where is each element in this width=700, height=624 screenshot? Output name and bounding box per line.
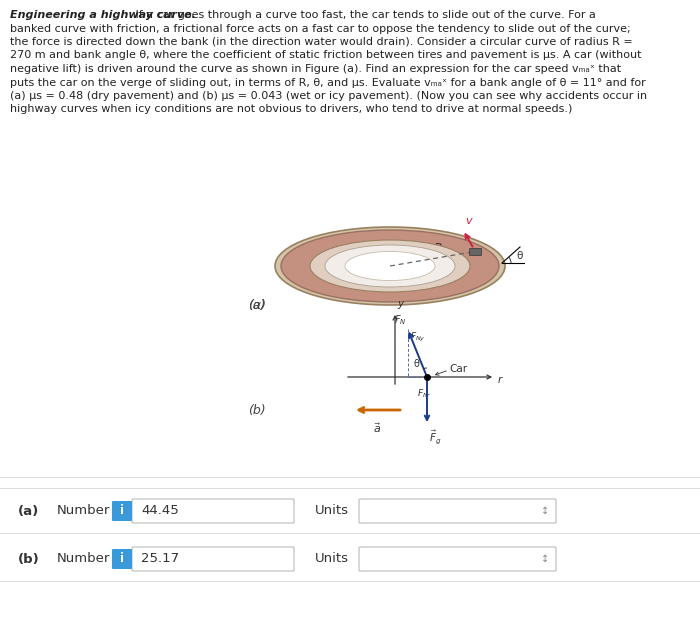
Text: banked curve with friction, a frictional force acts on a fast car to oppose the : banked curve with friction, a frictional… bbox=[10, 24, 631, 34]
Text: Engineering a highway curve.: Engineering a highway curve. bbox=[10, 10, 196, 20]
Text: puts the car on the verge of sliding out, in terms of R, θ, and μs. Evaluate vₘₐ: puts the car on the verge of sliding out… bbox=[10, 77, 645, 87]
FancyBboxPatch shape bbox=[132, 547, 294, 571]
Text: negative lift) is driven around the curve as shown in Figure (a). Find an expres: negative lift) is driven around the curv… bbox=[10, 64, 621, 74]
Text: the force is directed down the bank (in the direction water would drain). Consid: the force is directed down the bank (in … bbox=[10, 37, 633, 47]
FancyBboxPatch shape bbox=[112, 549, 132, 569]
Text: $\vec{a}$: $\vec{a}$ bbox=[373, 421, 382, 435]
Text: i: i bbox=[120, 552, 124, 565]
Text: (a): (a) bbox=[248, 299, 265, 312]
Text: $F_{Nr}$: $F_{Nr}$ bbox=[417, 388, 432, 401]
Text: 25.17: 25.17 bbox=[141, 552, 179, 565]
Text: $F_N$: $F_N$ bbox=[393, 313, 406, 327]
Text: Number: Number bbox=[57, 504, 111, 517]
FancyBboxPatch shape bbox=[470, 248, 482, 255]
Text: ↕: ↕ bbox=[541, 506, 549, 516]
Text: ↕: ↕ bbox=[541, 554, 549, 564]
FancyBboxPatch shape bbox=[359, 547, 556, 571]
Ellipse shape bbox=[310, 240, 470, 292]
Text: (a) μs = 0.48 (dry pavement) and (b) μs = 0.043 (wet or icy pavement). (Now you : (a) μs = 0.48 (dry pavement) and (b) μs … bbox=[10, 91, 647, 101]
Text: 270 m and bank angle θ, where the coefficient of static friction between tires a: 270 m and bank angle θ, where the coeffi… bbox=[10, 51, 641, 61]
Text: Number: Number bbox=[57, 552, 111, 565]
Ellipse shape bbox=[345, 251, 435, 281]
Ellipse shape bbox=[275, 227, 505, 305]
Ellipse shape bbox=[325, 245, 455, 287]
Ellipse shape bbox=[281, 230, 499, 302]
Text: r: r bbox=[498, 375, 503, 385]
Text: θ: θ bbox=[414, 359, 420, 369]
Text: 44.45: 44.45 bbox=[141, 504, 178, 517]
Text: If a car goes through a curve too fast, the car tends to slide out of the curve.: If a car goes through a curve too fast, … bbox=[132, 10, 596, 20]
Text: Units: Units bbox=[315, 552, 349, 565]
Text: v: v bbox=[465, 216, 472, 226]
FancyBboxPatch shape bbox=[132, 499, 294, 523]
Text: i: i bbox=[120, 504, 124, 517]
Text: y: y bbox=[397, 299, 403, 309]
Text: $\vec{F}_g$: $\vec{F}_g$ bbox=[429, 428, 442, 446]
Text: R: R bbox=[434, 242, 442, 255]
Text: $F_{Ny}$: $F_{Ny}$ bbox=[410, 331, 426, 344]
Text: highway curves when icy conditions are not obvious to drivers, who tend to drive: highway curves when icy conditions are n… bbox=[10, 104, 573, 114]
FancyBboxPatch shape bbox=[112, 501, 132, 521]
Text: (b): (b) bbox=[18, 552, 40, 565]
Text: (b): (b) bbox=[248, 404, 265, 417]
Text: Car: Car bbox=[449, 364, 467, 374]
FancyBboxPatch shape bbox=[359, 499, 556, 523]
Text: (α): (α) bbox=[248, 299, 266, 312]
Text: (a): (a) bbox=[18, 504, 39, 517]
Text: Units: Units bbox=[315, 504, 349, 517]
Text: θ: θ bbox=[516, 251, 522, 261]
